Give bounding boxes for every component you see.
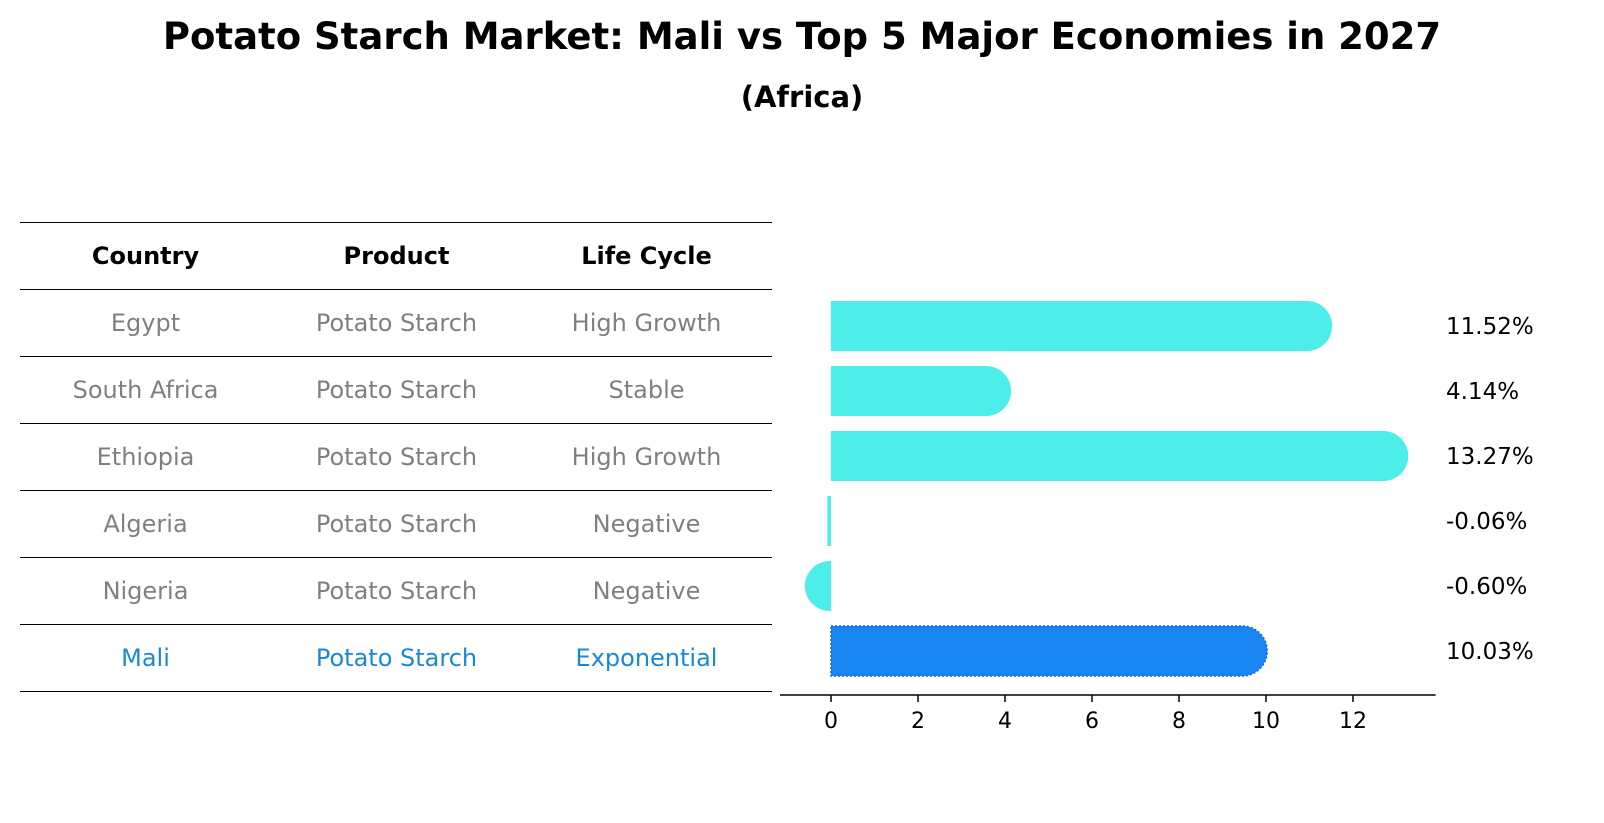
x-tick-label: 10: [1252, 709, 1280, 734]
value-label: 13.27%: [1446, 444, 1534, 470]
chart-subtitle: (Africa): [740, 80, 864, 114]
life-cycle-cell: Exponential: [575, 644, 718, 672]
value-label: 10.03%: [1446, 639, 1534, 665]
country-cell: South Africa: [72, 376, 219, 404]
x-tick-label: 12: [1339, 709, 1367, 734]
header-product: Product: [343, 242, 450, 270]
value-label: 4.14%: [1446, 379, 1519, 405]
life-cycle-cell: Negative: [592, 510, 701, 538]
life-cycle-cell: Stable: [608, 376, 685, 404]
country-table: Country Product Life Cycle Egypt Potato …: [20, 222, 772, 692]
x-tick-label: 4: [998, 709, 1012, 734]
x-tick-label: 6: [1085, 709, 1099, 734]
header-country: Country: [91, 242, 200, 270]
table-header-row: Country Product Life Cycle: [20, 222, 772, 289]
country-cell: Nigeria: [102, 577, 189, 605]
table-row: Egypt Potato Starch High Growth: [20, 289, 772, 356]
product-cell: Potato Starch: [315, 510, 478, 538]
table-row: Algeria Potato Starch Negative: [20, 490, 772, 557]
product-cell: Potato Starch: [315, 309, 478, 337]
country-cell: Ethiopia: [96, 443, 195, 471]
product-cell: Potato Starch: [315, 376, 478, 404]
life-cycle-cell: High Growth: [571, 443, 722, 471]
country-cell: Algeria: [103, 510, 188, 538]
value-label: -0.06%: [1446, 509, 1527, 535]
bar: [831, 301, 1333, 351]
value-label: -0.60%: [1446, 574, 1527, 600]
bar-highlight: [830, 625, 1268, 677]
x-tick-label: 0: [824, 709, 838, 734]
x-tick-label: 8: [1172, 709, 1186, 734]
table-row-highlight: Mali Potato Starch Exponential: [20, 624, 772, 692]
header-life-cycle: Life Cycle: [581, 242, 712, 270]
life-cycle-cell: High Growth: [571, 309, 722, 337]
life-cycle-cell: Negative: [592, 577, 701, 605]
product-cell: Potato Starch: [315, 644, 478, 672]
chart-title: Potato Starch Market: Mali vs Top 5 Majo…: [162, 15, 1442, 58]
value-label: 11.52%: [1446, 314, 1534, 340]
table-row: Nigeria Potato Starch Negative: [20, 557, 772, 624]
table-row: South Africa Potato Starch Stable: [20, 356, 772, 423]
bar-chart: 0 2 4 6 8 10 12 11.52% 4.14% 13.27% -0.06% -0.60% 10…: [780, 301, 1534, 734]
product-cell: Potato Starch: [315, 577, 478, 605]
country-cell: Egypt: [110, 309, 181, 337]
bar: [831, 366, 1012, 416]
bar: [831, 431, 1409, 481]
country-cell: Mali: [121, 644, 170, 672]
bar: [804, 561, 831, 611]
bar: [827, 496, 831, 546]
table-row: Ethiopia Potato Starch High Growth: [20, 423, 772, 490]
x-tick-label: 2: [911, 709, 925, 734]
product-cell: Potato Starch: [315, 443, 478, 471]
